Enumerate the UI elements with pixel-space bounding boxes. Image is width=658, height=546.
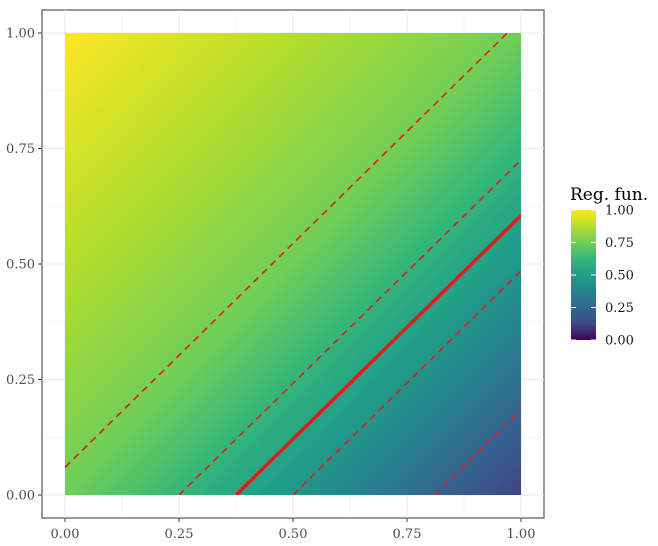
x-tick-label: 0.25 — [165, 527, 194, 542]
contour-line-dashed — [65, 33, 508, 468]
contour-line-dashed — [178, 159, 521, 495]
legend-title: Reg. fun. — [570, 185, 648, 205]
legend-label: 0.50 — [605, 269, 634, 284]
legend-label: 0.75 — [605, 236, 634, 251]
x-tick-label: 0.50 — [279, 527, 308, 542]
x-axis: 0.00 0.25 0.50 0.75 1.00 — [51, 518, 536, 542]
y-axis: 0.00 0.25 0.50 0.75 1.00 — [6, 27, 42, 504]
x-tick-label: 1.00 — [507, 527, 536, 542]
legend-label: 1.00 — [605, 204, 634, 219]
y-tick-label: 0.50 — [6, 258, 35, 273]
contour-line-dashed — [292, 270, 521, 495]
contour-lines — [65, 33, 521, 495]
y-tick-label: 0.25 — [6, 373, 35, 388]
legend-label: 0.00 — [605, 334, 634, 349]
x-tick-label: 0.00 — [51, 527, 80, 542]
legend: Reg. fun. 1.00 0.75 0.50 0.25 0.00 — [570, 185, 648, 349]
y-tick-label: 0.75 — [6, 142, 35, 157]
contour-line-dashed — [433, 408, 521, 495]
legend-ticks: 1.00 0.75 0.50 0.25 0.00 — [571, 204, 634, 349]
y-tick-label: 1.00 — [6, 27, 35, 42]
contour-line-solid — [234, 214, 521, 495]
heatmap-field — [65, 33, 521, 495]
legend-label: 0.25 — [605, 301, 634, 316]
x-tick-label: 0.75 — [393, 527, 422, 542]
y-tick-label: 0.00 — [6, 489, 35, 504]
